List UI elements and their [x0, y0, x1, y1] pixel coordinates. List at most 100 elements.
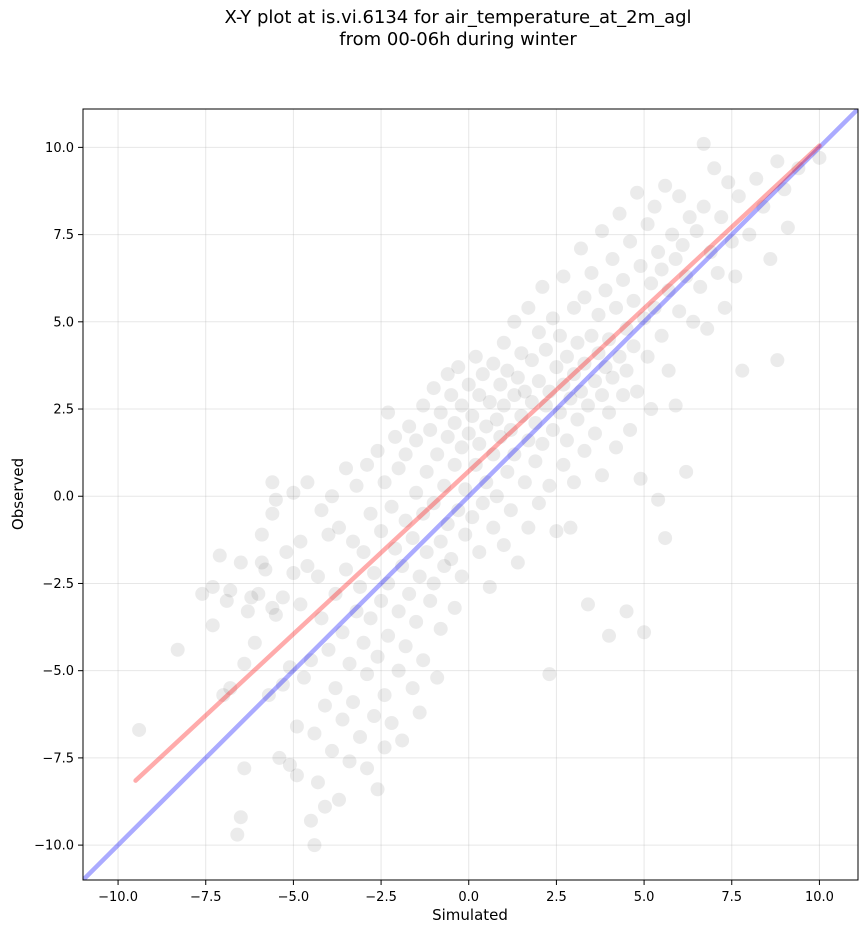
data-point [517, 475, 532, 490]
data-point [303, 653, 318, 668]
data-point [528, 415, 543, 430]
data-point [447, 457, 462, 472]
data-point [521, 520, 536, 535]
data-point [212, 548, 227, 563]
data-point [419, 545, 434, 560]
data-point [507, 388, 522, 403]
data-point [661, 363, 676, 378]
data-point [384, 716, 399, 731]
data-point [496, 335, 511, 350]
data-point [633, 258, 648, 273]
data-point [710, 265, 725, 280]
data-point [721, 175, 736, 190]
data-point [672, 189, 687, 204]
data-point [395, 559, 410, 574]
data-point [619, 321, 634, 336]
data-point [605, 370, 620, 385]
chart-title-line-2: from 00-06h during winter [339, 29, 577, 50]
data-point [423, 593, 438, 608]
data-point [640, 217, 655, 232]
data-point [489, 489, 504, 504]
data-point [612, 349, 627, 364]
data-point [514, 409, 529, 424]
data-point [430, 447, 445, 462]
data-point [489, 412, 504, 427]
data-point [451, 360, 466, 375]
data-point [637, 311, 652, 326]
data-point [454, 569, 469, 584]
data-point [402, 586, 417, 601]
data-point [237, 656, 252, 671]
data-point [475, 496, 490, 511]
data-point [731, 189, 746, 204]
data-point [377, 740, 392, 755]
data-point [510, 555, 525, 570]
data-point [742, 227, 757, 242]
data-point [531, 496, 546, 511]
data-point [668, 398, 683, 413]
data-point [623, 234, 638, 249]
data-point [391, 604, 406, 619]
data-point [595, 468, 610, 483]
data-point [552, 328, 567, 343]
data-point [356, 545, 371, 560]
y-tick-label: −5.0 [42, 664, 74, 679]
data-point [289, 719, 304, 734]
data-point [595, 388, 610, 403]
data-point [402, 419, 417, 434]
data-point [542, 478, 557, 493]
data-point [602, 628, 617, 643]
data-point [254, 527, 269, 542]
data-point [595, 224, 610, 239]
data-point [440, 517, 455, 532]
data-point [563, 520, 578, 535]
data-point [416, 398, 431, 413]
y-tick-label: 0.0 [53, 490, 74, 505]
data-point [619, 363, 634, 378]
data-point [770, 154, 785, 169]
data-point [331, 520, 346, 535]
y-tick-label: −7.5 [42, 751, 74, 766]
data-point [170, 642, 185, 657]
data-point [587, 374, 602, 389]
data-point [559, 433, 574, 448]
data-point [500, 363, 515, 378]
data-point [577, 290, 592, 305]
data-point [749, 171, 764, 186]
data-point [310, 775, 325, 790]
data-point [265, 506, 280, 521]
data-point [374, 524, 389, 539]
data-point [293, 597, 308, 612]
data-point [289, 768, 304, 783]
data-point [584, 265, 599, 280]
reference-lines [83, 109, 858, 880]
data-point [324, 743, 339, 758]
data-point [623, 422, 638, 437]
data-point [367, 565, 382, 580]
data-point [780, 220, 795, 235]
data-point [566, 300, 581, 315]
data-point [545, 311, 560, 326]
data-point [566, 475, 581, 490]
data-point [672, 304, 687, 319]
data-point [756, 199, 771, 214]
data-point [654, 262, 669, 277]
data-point [630, 384, 645, 399]
data-point [303, 813, 318, 828]
data-point [616, 272, 631, 287]
data-point [237, 761, 252, 776]
data-point [265, 475, 280, 490]
data-point [661, 283, 676, 298]
data-point [426, 576, 441, 591]
data-point [735, 363, 750, 378]
data-point [286, 485, 301, 500]
data-point [293, 534, 308, 549]
data-point [223, 583, 238, 598]
data-point [482, 579, 497, 594]
data-point [454, 440, 469, 455]
data-point [132, 722, 147, 737]
data-point [573, 384, 588, 399]
data-point [577, 443, 592, 458]
data-point [528, 454, 543, 469]
data-point [493, 429, 508, 444]
